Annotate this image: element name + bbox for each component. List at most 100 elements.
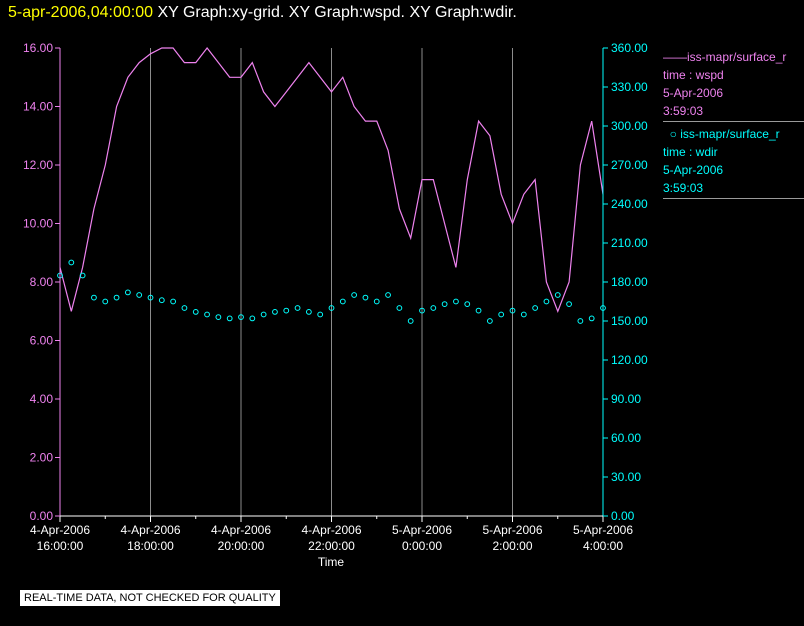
point-wdir xyxy=(147,294,154,301)
y-right-tick-label: 0.00 xyxy=(611,509,635,523)
y-left-tick-label: 12.00 xyxy=(23,158,53,172)
y-right-tick-label: 120.00 xyxy=(611,353,648,367)
y-right-tick-label: 210.00 xyxy=(611,236,648,250)
point-wdir xyxy=(486,318,493,324)
y-right-tick-label: 150.00 xyxy=(611,314,648,328)
x-tick-label-time: 16:00:00 xyxy=(37,539,84,553)
legend-entry-wspd[interactable]: ——iss-mapr/surface_r time : wspd 5-Apr-2… xyxy=(663,48,804,122)
point-wdir xyxy=(351,292,358,298)
legend-time-wdir: 3:59:03 xyxy=(663,181,704,195)
y-right-tick-label: 300.00 xyxy=(611,119,648,133)
point-wdir xyxy=(543,298,550,305)
point-wdir xyxy=(238,314,244,321)
x-tick-label-date: 4-Apr-2006 xyxy=(211,523,271,537)
point-wdir xyxy=(419,307,425,314)
y-left-tick-label: 16.00 xyxy=(23,41,53,55)
point-wdir xyxy=(441,301,448,308)
x-tick-label-date: 5-Apr-2006 xyxy=(573,523,633,537)
y-right-tick-label: 270.00 xyxy=(611,158,648,172)
y-left-tick-label: 10.00 xyxy=(23,217,53,231)
y-left-tick-label: 14.00 xyxy=(23,100,53,114)
point-wdir xyxy=(407,318,414,324)
point-wdir xyxy=(192,309,199,315)
axes: 4-Apr-2006 16:00:00 4-Apr-2006 18:00:00 4-Ap… xyxy=(23,41,648,553)
point-wdir xyxy=(294,305,301,311)
point-wdir xyxy=(79,272,86,279)
point-wdir xyxy=(532,305,539,311)
graph-title-grid: XY Graph:xy-grid. xyxy=(157,4,285,21)
point-wdir xyxy=(170,298,177,305)
y-left-tick-label: 2.00 xyxy=(30,451,54,465)
point-wdir xyxy=(158,297,165,304)
point-wdir xyxy=(509,307,516,314)
point-wdir xyxy=(430,305,437,311)
legend: ——iss-mapr/surface_r time : wspd 5-Apr-2… xyxy=(663,48,804,199)
grid-lines xyxy=(150,48,513,516)
x-tick-label-date: 4-Apr-2006 xyxy=(301,523,361,537)
x-tick-label-date: 4-Apr-2006 xyxy=(30,523,90,537)
point-wdir xyxy=(204,311,210,318)
y-right-tick-label: 180.00 xyxy=(611,275,648,289)
point-wdir xyxy=(226,315,233,322)
x-tick-label-time: 2:00:00 xyxy=(492,539,532,553)
point-wdir xyxy=(498,311,505,318)
x-tick-label-date: 4-Apr-2006 xyxy=(120,523,180,537)
point-wdir xyxy=(91,294,97,301)
point-wdir xyxy=(396,305,403,311)
point-wdir xyxy=(453,298,459,305)
graph-title-wdir: XY Graph:wdir. xyxy=(409,4,517,21)
legend-entry-wdir[interactable]: ○ iss-mapr/surface_r time : wdir 5-Apr-2… xyxy=(663,125,804,199)
legend-series-name: iss-mapr/surface_r xyxy=(680,127,780,141)
point-wdir xyxy=(588,315,595,322)
x-tick-label-date: 5-Apr-2006 xyxy=(392,523,452,537)
legend-series-wdir: ○ iss-mapr/surface_r xyxy=(663,127,780,141)
point-wdir xyxy=(362,294,369,301)
point-wdir xyxy=(124,289,131,296)
x-tick-label-time: 0:00:00 xyxy=(402,539,442,553)
point-wdir xyxy=(475,307,482,314)
y-left-tick-label: 4.00 xyxy=(30,392,54,406)
series-line-wspd xyxy=(59,47,604,313)
point-wdir xyxy=(577,318,584,324)
point-wdir xyxy=(339,298,346,305)
legend-date-wdir: 5-Apr-2006 xyxy=(663,163,724,177)
point-wdir xyxy=(385,292,391,298)
point-wdir xyxy=(113,294,120,301)
y-right-tick-label: 360.00 xyxy=(611,41,648,55)
legend-field-wspd: time : wspd xyxy=(663,68,724,82)
y-right-tick-label: 330.00 xyxy=(611,80,648,94)
x-tick-label-time: 22:00:00 xyxy=(308,539,355,553)
x-axis-label: Time xyxy=(318,555,345,569)
point-wdir xyxy=(102,298,109,305)
legend-time-wspd: 3:59:03 xyxy=(663,104,704,118)
point-wdir xyxy=(260,311,267,318)
y-right-tick-label: 30.00 xyxy=(611,470,641,484)
y-right-tick-label: 90.00 xyxy=(611,392,641,406)
x-tick-label-date: 5-Apr-2006 xyxy=(482,523,542,537)
point-wdir xyxy=(272,309,278,315)
point-wdir xyxy=(464,301,471,308)
legend-series-wspd: ——iss-mapr/surface_r xyxy=(663,50,787,64)
point-wdir xyxy=(317,311,324,318)
legend-series-name: iss-mapr/surface_r xyxy=(687,50,787,64)
graph-title-wspd: XY Graph:wspd. xyxy=(288,4,405,21)
point-wdir xyxy=(249,315,256,322)
x-tick-label-time: 18:00:00 xyxy=(127,539,174,553)
x-tick-label-time: 20:00:00 xyxy=(218,539,265,553)
y-left-tick-label: 6.00 xyxy=(30,334,54,348)
point-wdir xyxy=(136,292,143,298)
point-wdir xyxy=(283,307,290,314)
point-wdir xyxy=(305,309,312,315)
point-wdir xyxy=(328,305,335,311)
y-right-tick-label: 60.00 xyxy=(611,431,641,445)
legend-field-wdir: time : wdir xyxy=(663,145,718,159)
point-wdir xyxy=(68,259,75,266)
quality-disclaimer: REAL-TIME DATA, NOT CHECKED FOR QUALITY xyxy=(20,590,280,606)
y-left-tick-label: 0.00 xyxy=(30,509,54,523)
point-wdir xyxy=(554,292,561,298)
point-wdir xyxy=(181,305,188,311)
timestamp: 5-apr-2006,04:00:00 xyxy=(8,4,153,21)
point-wdir xyxy=(373,298,380,305)
point-wdir xyxy=(566,301,572,308)
